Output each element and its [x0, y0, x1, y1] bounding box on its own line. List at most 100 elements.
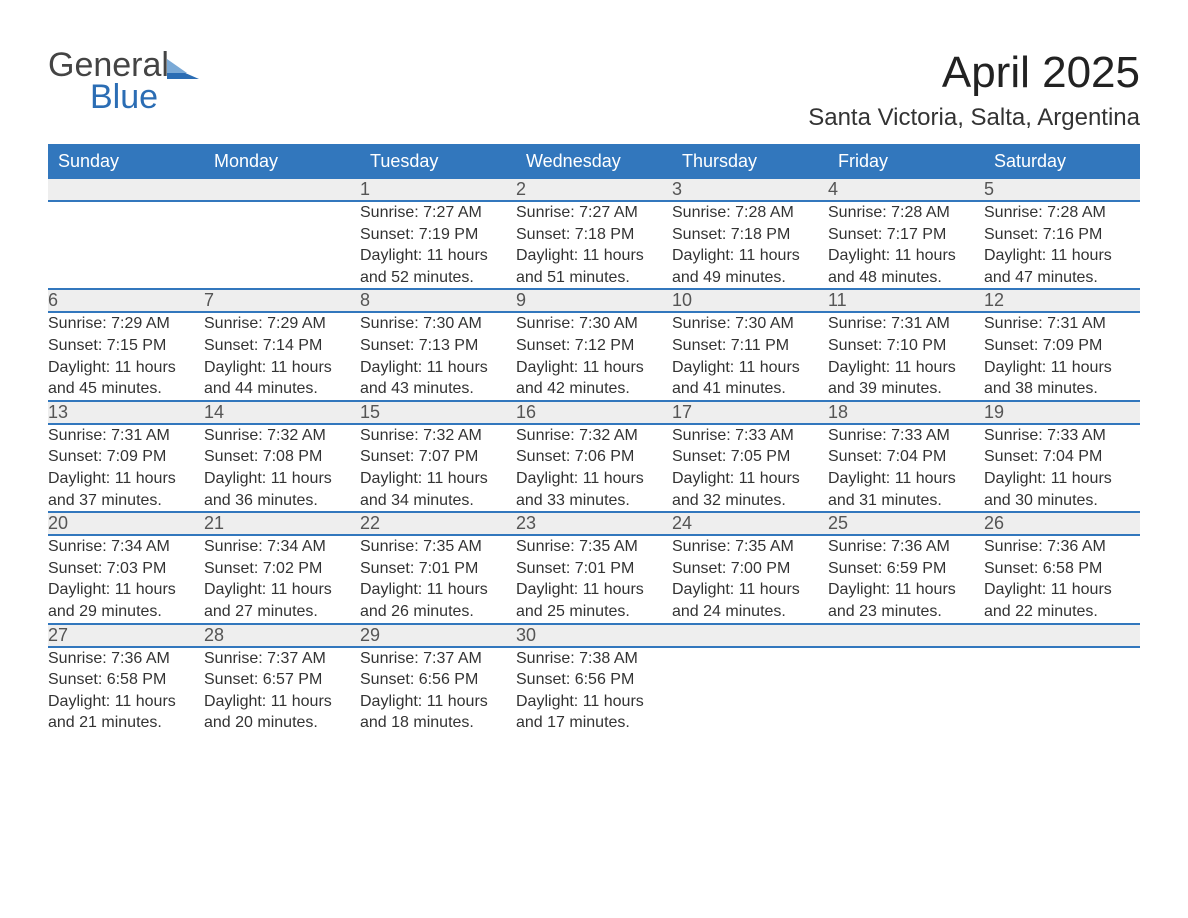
sunrise-text: Sunrise: 7:29 AM	[48, 313, 204, 335]
day-detail-cell: Sunrise: 7:35 AMSunset: 7:00 PMDaylight:…	[672, 535, 828, 623]
logo: General Blue	[48, 48, 199, 114]
day-number-cell: 14	[204, 401, 360, 424]
sunset-text: Sunset: 7:00 PM	[672, 558, 828, 580]
day-number-cell	[672, 624, 828, 647]
day-detail-cell: Sunrise: 7:34 AMSunset: 7:02 PMDaylight:…	[204, 535, 360, 623]
day-number-cell: 2	[516, 179, 672, 201]
day-number-row: 20212223242526	[48, 512, 1140, 535]
day-detail-cell: Sunrise: 7:37 AMSunset: 6:57 PMDaylight:…	[204, 647, 360, 734]
day-detail-cell: Sunrise: 7:32 AMSunset: 7:07 PMDaylight:…	[360, 424, 516, 512]
sunrise-text: Sunrise: 7:31 AM	[48, 425, 204, 447]
day-number-cell: 12	[984, 289, 1140, 312]
day-number-cell: 4	[828, 179, 984, 201]
sunset-text: Sunset: 7:14 PM	[204, 335, 360, 357]
day-detail-cell: Sunrise: 7:29 AMSunset: 7:15 PMDaylight:…	[48, 312, 204, 400]
sunset-text: Sunset: 7:02 PM	[204, 558, 360, 580]
sunset-text: Sunset: 7:01 PM	[360, 558, 516, 580]
sunset-text: Sunset: 7:08 PM	[204, 446, 360, 468]
day-number-cell: 6	[48, 289, 204, 312]
sunrise-text: Sunrise: 7:36 AM	[984, 536, 1140, 558]
sunset-text: Sunset: 6:57 PM	[204, 669, 360, 691]
weekday-header: Thursday	[672, 144, 828, 179]
day-number-cell: 21	[204, 512, 360, 535]
daylight-text: Daylight: 11 hours and 51 minutes.	[516, 245, 672, 288]
sunset-text: Sunset: 7:06 PM	[516, 446, 672, 468]
daylight-text: Daylight: 11 hours and 44 minutes.	[204, 357, 360, 400]
day-number-cell	[828, 624, 984, 647]
day-detail-cell: Sunrise: 7:30 AMSunset: 7:12 PMDaylight:…	[516, 312, 672, 400]
daylight-text: Daylight: 11 hours and 37 minutes.	[48, 468, 204, 511]
day-detail-cell: Sunrise: 7:38 AMSunset: 6:56 PMDaylight:…	[516, 647, 672, 734]
daylight-text: Daylight: 11 hours and 30 minutes.	[984, 468, 1140, 511]
day-number-cell: 23	[516, 512, 672, 535]
day-number-cell: 11	[828, 289, 984, 312]
sunset-text: Sunset: 7:04 PM	[828, 446, 984, 468]
day-detail-cell: Sunrise: 7:31 AMSunset: 7:09 PMDaylight:…	[48, 424, 204, 512]
sunrise-text: Sunrise: 7:37 AM	[360, 648, 516, 670]
day-number-cell: 30	[516, 624, 672, 647]
sunrise-text: Sunrise: 7:32 AM	[360, 425, 516, 447]
sunset-text: Sunset: 6:56 PM	[360, 669, 516, 691]
sunset-text: Sunset: 7:01 PM	[516, 558, 672, 580]
daylight-text: Daylight: 11 hours and 52 minutes.	[360, 245, 516, 288]
daylight-text: Daylight: 11 hours and 49 minutes.	[672, 245, 828, 288]
day-detail-cell: Sunrise: 7:32 AMSunset: 7:08 PMDaylight:…	[204, 424, 360, 512]
sunset-text: Sunset: 7:18 PM	[516, 224, 672, 246]
day-detail-cell: Sunrise: 7:36 AMSunset: 6:59 PMDaylight:…	[828, 535, 984, 623]
sunset-text: Sunset: 7:04 PM	[984, 446, 1140, 468]
sunrise-text: Sunrise: 7:29 AM	[204, 313, 360, 335]
sunset-text: Sunset: 7:07 PM	[360, 446, 516, 468]
day-number-cell: 26	[984, 512, 1140, 535]
sunrise-text: Sunrise: 7:36 AM	[48, 648, 204, 670]
day-number-row: 6789101112	[48, 289, 1140, 312]
day-number-cell: 17	[672, 401, 828, 424]
day-number-cell: 18	[828, 401, 984, 424]
daylight-text: Daylight: 11 hours and 38 minutes.	[984, 357, 1140, 400]
daylight-text: Daylight: 11 hours and 24 minutes.	[672, 579, 828, 622]
sunrise-text: Sunrise: 7:33 AM	[984, 425, 1140, 447]
daylight-text: Daylight: 11 hours and 34 minutes.	[360, 468, 516, 511]
day-number-cell: 1	[360, 179, 516, 201]
sunset-text: Sunset: 7:05 PM	[672, 446, 828, 468]
daylight-text: Daylight: 11 hours and 29 minutes.	[48, 579, 204, 622]
day-number-cell: 22	[360, 512, 516, 535]
day-detail-row: Sunrise: 7:34 AMSunset: 7:03 PMDaylight:…	[48, 535, 1140, 623]
day-number-row: 27282930	[48, 624, 1140, 647]
day-detail-cell: Sunrise: 7:28 AMSunset: 7:17 PMDaylight:…	[828, 201, 984, 289]
daylight-text: Daylight: 11 hours and 27 minutes.	[204, 579, 360, 622]
sunset-text: Sunset: 7:09 PM	[984, 335, 1140, 357]
day-detail-cell: Sunrise: 7:27 AMSunset: 7:19 PMDaylight:…	[360, 201, 516, 289]
sunset-text: Sunset: 7:13 PM	[360, 335, 516, 357]
daylight-text: Daylight: 11 hours and 33 minutes.	[516, 468, 672, 511]
day-number-cell: 13	[48, 401, 204, 424]
day-detail-cell: Sunrise: 7:36 AMSunset: 6:58 PMDaylight:…	[48, 647, 204, 734]
sunrise-text: Sunrise: 7:28 AM	[984, 202, 1140, 224]
day-detail-cell: Sunrise: 7:34 AMSunset: 7:03 PMDaylight:…	[48, 535, 204, 623]
sunset-text: Sunset: 6:56 PM	[516, 669, 672, 691]
sunrise-text: Sunrise: 7:34 AM	[204, 536, 360, 558]
day-detail-cell: Sunrise: 7:35 AMSunset: 7:01 PMDaylight:…	[360, 535, 516, 623]
logo-text-block: General Blue	[48, 48, 199, 114]
sunset-text: Sunset: 6:59 PM	[828, 558, 984, 580]
day-number-cell: 16	[516, 401, 672, 424]
sunset-text: Sunset: 6:58 PM	[984, 558, 1140, 580]
header-row: General Blue April 2025 Santa Victoria, …	[48, 48, 1140, 132]
day-detail-cell: Sunrise: 7:31 AMSunset: 7:10 PMDaylight:…	[828, 312, 984, 400]
sunrise-text: Sunrise: 7:27 AM	[360, 202, 516, 224]
daylight-text: Daylight: 11 hours and 26 minutes.	[360, 579, 516, 622]
sunrise-text: Sunrise: 7:34 AM	[48, 536, 204, 558]
day-detail-cell: Sunrise: 7:30 AMSunset: 7:13 PMDaylight:…	[360, 312, 516, 400]
day-number-cell: 3	[672, 179, 828, 201]
daylight-text: Daylight: 11 hours and 39 minutes.	[828, 357, 984, 400]
sunrise-text: Sunrise: 7:33 AM	[672, 425, 828, 447]
sunset-text: Sunset: 7:15 PM	[48, 335, 204, 357]
daylight-text: Daylight: 11 hours and 45 minutes.	[48, 357, 204, 400]
sunset-text: Sunset: 6:58 PM	[48, 669, 204, 691]
day-detail-cell	[828, 647, 984, 734]
daylight-text: Daylight: 11 hours and 47 minutes.	[984, 245, 1140, 288]
sunrise-text: Sunrise: 7:28 AM	[828, 202, 984, 224]
day-detail-cell: Sunrise: 7:33 AMSunset: 7:05 PMDaylight:…	[672, 424, 828, 512]
day-detail-row: Sunrise: 7:31 AMSunset: 7:09 PMDaylight:…	[48, 424, 1140, 512]
sunrise-text: Sunrise: 7:31 AM	[984, 313, 1140, 335]
sunset-text: Sunset: 7:19 PM	[360, 224, 516, 246]
